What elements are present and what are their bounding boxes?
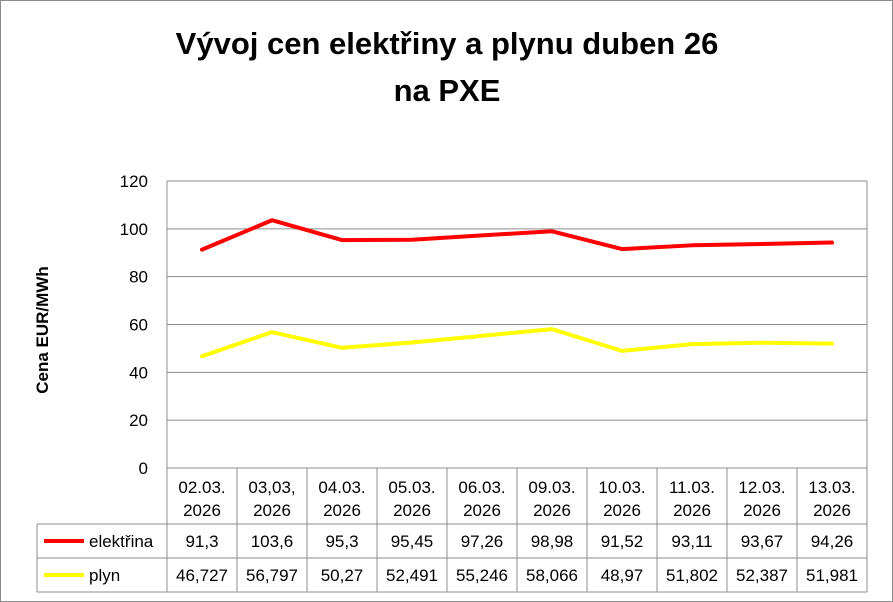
x-tick-label-year: 2026: [743, 501, 781, 520]
data-table-cell: 93,67: [741, 532, 784, 551]
x-tick-label-year: 2026: [813, 501, 851, 520]
data-table-cell: 94,26: [811, 532, 854, 551]
x-tick-label: 03,03,: [248, 478, 295, 497]
x-tick-label-year: 2026: [673, 501, 711, 520]
data-table-cell: 93,11: [671, 532, 712, 551]
x-tick-label: 09.03.: [528, 478, 575, 497]
data-table-cell: 98,98: [531, 532, 574, 551]
data-table-cell: 52,387: [736, 566, 788, 585]
x-tick-label: 06.03.: [458, 478, 505, 497]
y-tick-label: 100: [120, 220, 148, 239]
data-table-cell: 48,97: [601, 566, 644, 585]
x-tick-label: 11.03.: [669, 478, 715, 497]
y-tick-label: 80: [129, 268, 148, 287]
y-tick-labels: 0 20 40 60 80 100 120: [120, 172, 148, 478]
x-tick-label-year: 2026: [253, 501, 291, 520]
data-table-cell: 51,981: [806, 566, 858, 585]
data-table-cell: 55,246: [456, 566, 508, 585]
data-table-cell: 91,52: [601, 532, 644, 551]
y-tick-label: 60: [129, 316, 148, 335]
x-tick-label-year: 2026: [463, 501, 501, 520]
data-table-cell: 56,797: [246, 566, 298, 585]
data-table-cell: 95,3: [325, 532, 358, 551]
x-tick-label-year: 2026: [323, 501, 361, 520]
data-table-cell: 58,066: [526, 566, 578, 585]
data-table-cell: 50,27: [321, 566, 364, 585]
x-tick-label: 02.03.: [178, 478, 225, 497]
data-table-cell: 52,491: [386, 566, 438, 585]
x-tick-label: 05.03.: [388, 478, 435, 497]
y-tick-label: 20: [129, 411, 148, 430]
chart-title-line-1: Vývoj cen elektřiny a plynu duben 26: [176, 26, 719, 61]
y-tick-label: 120: [120, 172, 148, 191]
data-table-cell: 95,45: [391, 532, 434, 551]
legend-label: plyn: [89, 566, 120, 585]
x-tick-label-year: 2026: [183, 501, 221, 520]
data-table-cell: 103,6: [251, 532, 294, 551]
y-tick-label: 0: [139, 459, 148, 478]
x-tick-label-year: 2026: [393, 501, 431, 520]
x-tick-label: 04.03.: [318, 478, 365, 497]
data-table: 02.03. 2026 03,03, 2026 04.03. 2026 05.03. 2026…: [36, 468, 867, 593]
x-tick-label: 13.03.: [808, 478, 855, 497]
data-table-cell: 51,802: [666, 566, 718, 585]
chart-title-line-2: na PXE: [394, 73, 501, 108]
legend-label: elektřina: [89, 532, 154, 551]
y-axis-label: Cena EUR/MWh: [33, 266, 52, 394]
series-line-0: [200, 218, 834, 252]
series-line-1: [200, 327, 834, 359]
data-table-cell: 46,727: [176, 566, 228, 585]
data-table-cell: 91,3: [185, 532, 218, 551]
x-tick-label: 10.03.: [598, 478, 645, 497]
x-tick-label-year: 2026: [533, 501, 571, 520]
x-tick-label: 12.03.: [738, 478, 785, 497]
data-table-cell: 97,26: [461, 532, 504, 551]
x-tick-label-year: 2026: [603, 501, 641, 520]
series-lines: [200, 218, 834, 359]
y-tick-label: 40: [129, 363, 148, 382]
